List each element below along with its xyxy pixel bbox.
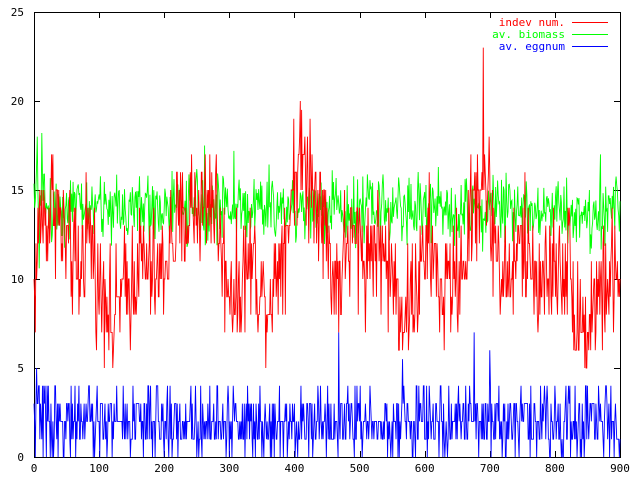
y-tick-label: 10 [11,273,24,286]
y-tick-label: 5 [17,362,24,375]
x-tick-label: 100 [89,462,109,475]
x-tick-label: 900 [610,462,630,475]
y-tick-label: 0 [17,451,24,464]
x-tick-label: 700 [480,462,500,475]
y-tick-label: 25 [11,6,24,19]
y-tick-label: 20 [11,95,24,108]
x-tick-label: 400 [285,462,305,475]
plot-frame [34,12,621,458]
x-tick-label: 800 [545,462,565,475]
axis-ticks: 0 100 200 300 400 500 600 700 800 900 0 5 10 15 20 25 [11,6,630,475]
x-tick-label: 600 [415,462,435,475]
series-line-indev-num [33,47,621,369]
x-tick-label: 300 [219,462,239,475]
x-tick-label: 0 [31,462,38,475]
x-tick-label: 200 [154,462,174,475]
series-line-av-eggnum [33,332,621,458]
y-tick-label: 15 [11,184,24,197]
series-layer [33,47,621,458]
legend-label: av. eggnum [499,40,566,53]
legend-label: av. biomass [492,28,565,41]
legend-label: indev num. [499,16,565,29]
x-tick-label: 500 [350,462,370,475]
